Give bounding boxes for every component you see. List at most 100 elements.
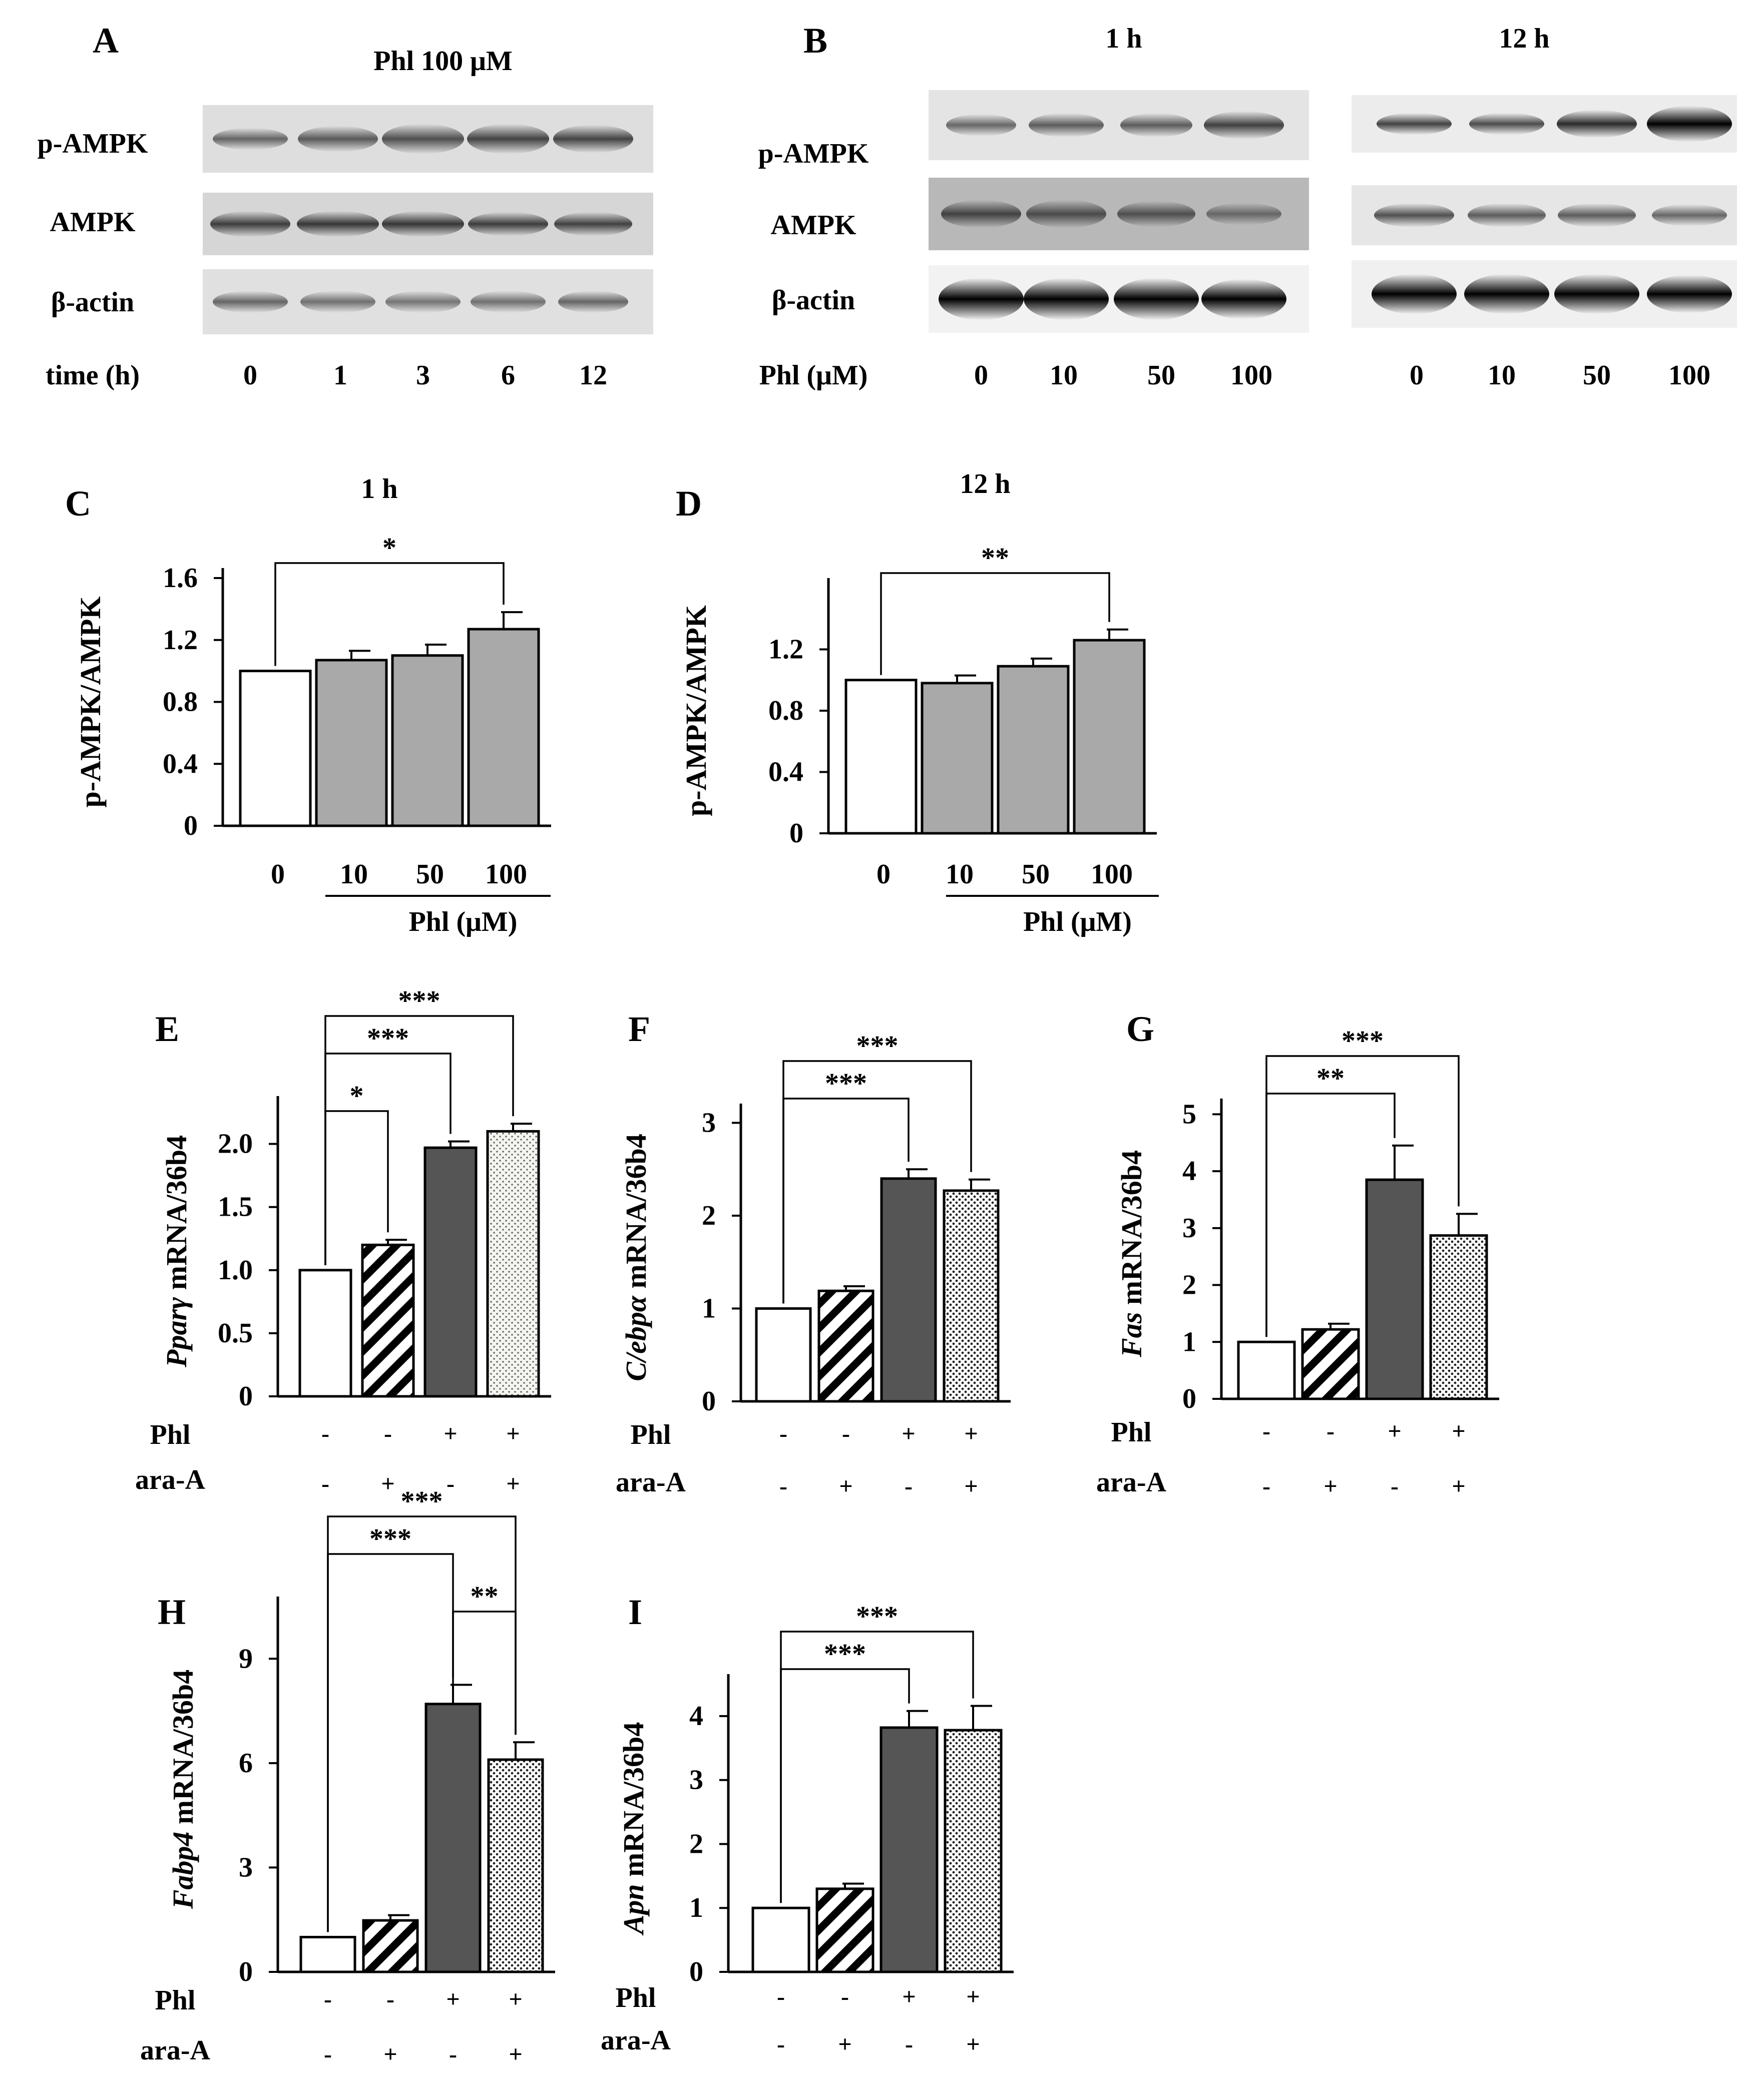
chart-g-y-axis-label: Fas mRNA/36b4 <box>1115 1150 1148 1358</box>
chart-f-y-tick-label: 2 <box>702 1200 716 1231</box>
blot-b-12h-p-ampk-strip-band-4 <box>1647 106 1732 142</box>
chart-e-bar-2 <box>361 1243 415 1398</box>
chart-d-y-tick-label: 0 <box>789 818 803 849</box>
chart-f-bar-1 <box>755 1307 812 1403</box>
chart-h-y-axis-label: Fabp4 mRNA/36b4 <box>167 1670 199 1910</box>
chart-h-bar-2 <box>362 1919 419 1973</box>
chart-f-y-axis-label: C/ebpα mRNA/36b4 <box>620 1134 652 1381</box>
blot-b-strips <box>929 90 1737 333</box>
chart-f-significance-label: *** <box>856 1030 899 1062</box>
panel-letter-d: D <box>676 483 702 524</box>
chart-g-bar-1 <box>1237 1340 1296 1400</box>
chart-i-row-label-phl: Phl <box>616 1982 656 2013</box>
blot-b-1h-lane-label: 10 <box>1050 360 1078 391</box>
blot-b-lane-labels: 0 10 50 100 0 10 50 100 <box>974 360 1710 391</box>
blot-b-row-label-beta-actin: β-actin <box>772 285 855 316</box>
chart-f-phl-sign: - <box>779 1420 787 1447</box>
blot-b-12h-ampk-strip-band-2 <box>1468 203 1546 227</box>
blot-a-lane-label: 6 <box>501 360 515 391</box>
blot-a-p-ampk-strip <box>203 105 653 173</box>
blot-a-row-label-ampk: AMPK <box>50 207 136 238</box>
chart-c-y-tick-label: 1.2 <box>163 625 198 656</box>
panel-letter-a: A <box>93 21 119 61</box>
chart-e-significance-bracket <box>324 1015 514 1265</box>
chart-d-bar-1 <box>844 679 918 835</box>
chart-c-y-axis-label: p-AMPK/AMPK <box>74 596 107 807</box>
chart-h-ara-a-sign: - <box>324 2041 332 2067</box>
chart-g-significance-label: *** <box>1342 1025 1384 1057</box>
panel-letter-g: G <box>1126 1009 1154 1049</box>
blot-a-p-ampk-strip-band-5 <box>553 125 633 153</box>
panel-letter-i: I <box>628 1592 642 1632</box>
blot-b-12h-beta-actin-strip <box>1352 260 1737 328</box>
blot-a-ampk-strip-band-5 <box>554 212 632 236</box>
chart-d-title: 12 h <box>960 468 1010 499</box>
chart-g-row-label-ara-a: ara-A <box>1096 1467 1167 1498</box>
chart-c-y-tick-label: 1.6 <box>163 563 198 594</box>
chart-i-significance-label: *** <box>856 1601 898 1632</box>
chart-h-phl-sign: + <box>446 1986 460 2012</box>
chart-e-phl-sign: + <box>506 1420 520 1447</box>
blot-b-1h-ampk-strip-band-3 <box>1117 201 1195 227</box>
blot-a-ampk-strip-band-2 <box>297 211 379 237</box>
blot-panel-b: 1 h 12 h p-AMPK AMPK β-actin Phl (μM) 0 1… <box>758 23 1737 391</box>
blot-b-12h-lane-label: 100 <box>1668 360 1710 391</box>
blot-a-row-label-beta-actin: β-actin <box>51 287 134 318</box>
chart-g-ara-a-sign: - <box>1391 1473 1399 1499</box>
chart-g-y-axis-label-gene: Fas <box>1115 1312 1148 1358</box>
chart-i-phl-sign: - <box>841 1983 849 2010</box>
chart-d-x-tick-label: 100 <box>1091 859 1133 890</box>
chart-d-x-tick-label: 10 <box>946 859 974 890</box>
chart-g-phl-sign: - <box>1262 1418 1270 1444</box>
chart-e-y-tick-label: 1.0 <box>218 1255 253 1286</box>
chart-e-significance-label: * <box>350 1081 364 1112</box>
chart-e-y-tick-label: 0.5 <box>218 1318 253 1349</box>
chart-e-phl-sign: - <box>321 1420 329 1447</box>
chart-i-phl-sign: - <box>777 1983 785 2010</box>
chart-panel-f: 0 1 2 3 C/ebpα mRNA/36b4 *** *** Phl ara-A - - + + - +… <box>616 1030 1011 1499</box>
chart-i-bar-1 <box>751 1906 810 1973</box>
chart-c-bar-4 <box>467 628 540 827</box>
chart-i-y-axis-label: Apn mRNA/36b4 <box>617 1722 650 1936</box>
chart-h-phl-sign: - <box>324 1986 332 2012</box>
chart-i-y-tick-label: 0 <box>689 1956 703 1987</box>
chart-g-y-tick-label: 4 <box>1182 1156 1196 1187</box>
chart-d-bar-2 <box>921 682 994 835</box>
chart-d-significance-bracket <box>880 572 1110 675</box>
chart-e-y-axis-label-rest: mRNA/36b4 <box>160 1135 193 1297</box>
chart-panel-i: 0 1 2 3 4 Apn mRNA/36b4 *** *** Phl ara-A - - + + - + - + <box>601 1601 1014 2057</box>
chart-i-significance-label: *** <box>824 1639 866 1670</box>
chart-h-phl-sign: - <box>386 1986 394 2012</box>
blot-b-1h-ampk-strip-band-4 <box>1206 203 1281 225</box>
chart-f-y-axis-label-gene: C/ebpα <box>620 1295 652 1381</box>
chart-d-y-tick-label: 1.2 <box>768 634 803 665</box>
blot-a-beta-actin-strip-band-3 <box>385 291 461 313</box>
chart-g-ara-a-sign: + <box>1452 1473 1465 1499</box>
blot-a-beta-actin-strip-band-5 <box>558 291 628 313</box>
chart-f-significance-label: *** <box>825 1068 867 1099</box>
chart-g-significance-bracket <box>1265 1055 1460 1337</box>
chart-h-ara-a-sign: + <box>383 2041 397 2067</box>
blot-b-12h-ampk-strip-band-3 <box>1558 203 1636 227</box>
chart-c-title: 1 h <box>361 473 397 504</box>
blot-b-1h-beta-actin-strip-band-3 <box>1114 278 1199 320</box>
chart-i-ara-a-sign: + <box>838 2031 851 2057</box>
chart-c-y-tick-label: 0.4 <box>163 748 198 779</box>
blot-a-ampk-strip-band-4 <box>468 212 548 236</box>
blot-b-1h-lane-label: 0 <box>974 360 988 391</box>
chart-f-bar-2 <box>817 1289 874 1403</box>
blot-a-ampk-strip-band-1 <box>210 211 290 237</box>
panel-letter-f: F <box>628 1009 650 1049</box>
blot-b-12h-beta-actin-strip-band-2 <box>1464 274 1549 314</box>
blot-b-row-label-ampk: AMPK <box>770 210 856 241</box>
chart-f-y-tick-label: 3 <box>702 1108 716 1139</box>
blot-b-1h-beta-actin-strip <box>929 265 1309 333</box>
chart-g-bar-2 <box>1301 1328 1360 1400</box>
blot-b-group-title-1h: 1 h <box>1105 23 1142 54</box>
chart-d-x-axis-label: Phl (μM) <box>1023 906 1132 937</box>
chart-h-y-axis-label-rest: mRNA/36b4 <box>167 1670 199 1832</box>
chart-e-y-tick-label: 2.0 <box>218 1129 253 1160</box>
